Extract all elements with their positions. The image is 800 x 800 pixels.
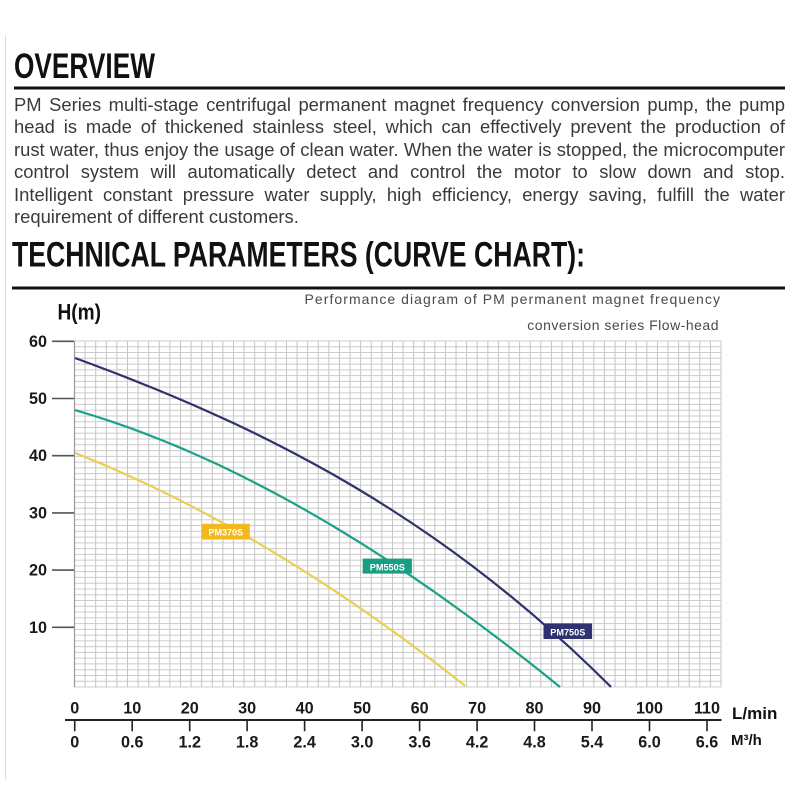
svg-text:60: 60 — [29, 333, 47, 351]
svg-text:PM550S: PM550S — [370, 561, 405, 572]
svg-text:1.2: 1.2 — [178, 734, 201, 752]
svg-text:40: 40 — [296, 700, 314, 718]
svg-text:OVERVIEW: OVERVIEW — [14, 46, 155, 86]
svg-text:70: 70 — [468, 700, 486, 718]
svg-text:6.6: 6.6 — [696, 734, 719, 752]
svg-text:100: 100 — [636, 700, 663, 718]
svg-text:0.6: 0.6 — [121, 734, 144, 752]
svg-text:3.0: 3.0 — [351, 734, 374, 752]
svg-text:50: 50 — [353, 700, 371, 718]
svg-text:20: 20 — [181, 700, 199, 718]
svg-text:H(m): H(m) — [58, 300, 102, 325]
svg-text:TECHNICAL PARAMETERS (CURVE CH: TECHNICAL PARAMETERS (CURVE CHART): — [12, 235, 585, 275]
svg-text:0: 0 — [70, 734, 79, 752]
svg-text:conversion series Flow-head: conversion series Flow-head — [527, 317, 719, 333]
svg-text:20: 20 — [29, 562, 47, 580]
svg-text:PM370S: PM370S — [209, 527, 244, 538]
svg-text:1.8: 1.8 — [236, 734, 259, 752]
svg-text:110: 110 — [694, 700, 720, 718]
svg-text:40: 40 — [29, 447, 47, 465]
svg-text:PM750S: PM750S — [550, 626, 585, 637]
svg-text:4.2: 4.2 — [466, 734, 489, 752]
svg-text:10: 10 — [123, 700, 141, 718]
svg-text:M³/h: M³/h — [731, 732, 762, 749]
svg-text:30: 30 — [238, 700, 256, 718]
svg-text:50: 50 — [29, 390, 47, 408]
svg-text:60: 60 — [411, 700, 429, 718]
svg-text:80: 80 — [525, 700, 543, 718]
svg-text:4.8: 4.8 — [523, 734, 546, 752]
svg-text:Performance diagram of PM perm: Performance diagram of PM permanent magn… — [305, 291, 721, 307]
svg-text:0: 0 — [70, 700, 79, 718]
svg-text:30: 30 — [29, 504, 47, 522]
svg-text:90: 90 — [583, 700, 601, 718]
svg-text:L/min: L/min — [732, 704, 777, 723]
svg-text:6.0: 6.0 — [638, 734, 661, 752]
svg-text:3.6: 3.6 — [408, 734, 431, 752]
svg-text:10: 10 — [29, 619, 47, 637]
svg-text:5.4: 5.4 — [581, 734, 604, 752]
svg-text:2.4: 2.4 — [293, 734, 316, 752]
